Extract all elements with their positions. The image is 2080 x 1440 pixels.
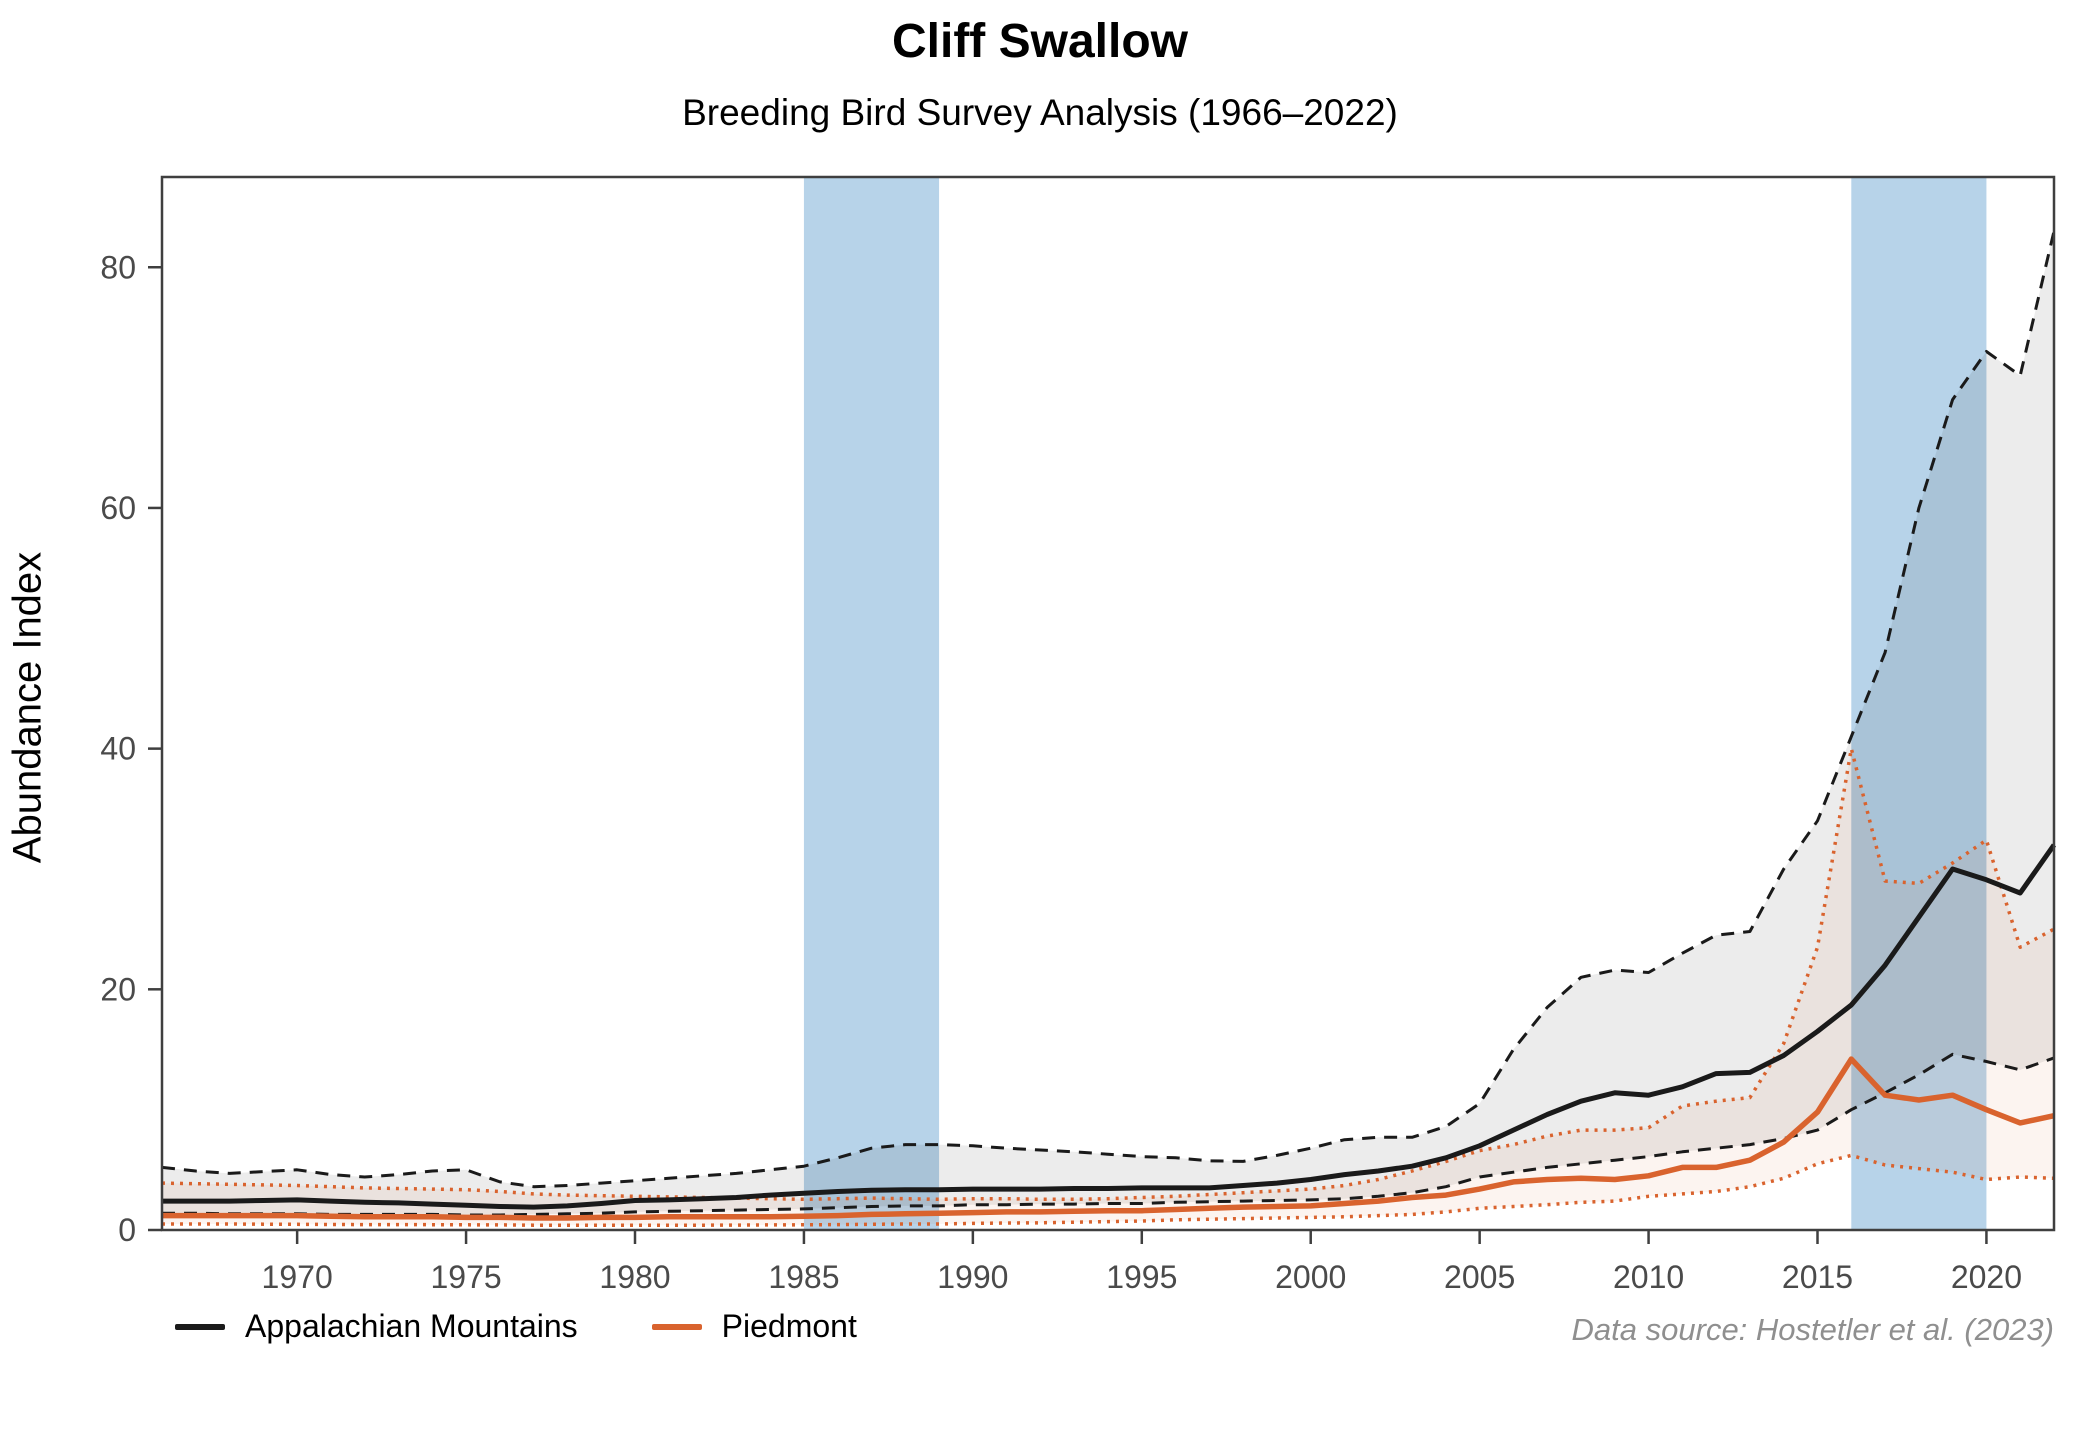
data-source-caption: Data source: Hostetler et al. (2023)	[1571, 1312, 2054, 1347]
chart-subtitle: Breeding Bird Survey Analysis (1966–2022…	[682, 92, 1398, 133]
x-tick-label: 1995	[1106, 1259, 1177, 1295]
appalachian-mountains-line	[162, 843, 2057, 1210]
y-tick-label: 80	[100, 249, 136, 285]
legend-item-appalachian: Appalachian Mountains	[175, 1308, 578, 1345]
highlight-band-1985-1989	[803, 177, 940, 1230]
x-tick-label: 2000	[1275, 1259, 1346, 1295]
piedmont-line-swatch	[651, 1323, 702, 1330]
appalachian-mountains-ci-upper-line	[161, 230, 2056, 1189]
piedmont-ci-upper-line	[161, 746, 2055, 1202]
x-tick-label: 2020	[1951, 1259, 2022, 1295]
plot-frame	[160, 175, 2056, 1232]
legend-label-piedmont: Piedmont	[721, 1308, 857, 1344]
piedmont-line	[162, 1056, 2055, 1221]
y-tick-label: 0	[118, 1212, 136, 1248]
x-tick-label: 2005	[1444, 1259, 1515, 1295]
x-tick-label: 1975	[430, 1259, 501, 1295]
x-tick-label: 2015	[1782, 1259, 1853, 1295]
x-tick-label: 1985	[768, 1259, 839, 1295]
y-tick-label: 60	[100, 490, 136, 526]
x-tick-label: 1970	[262, 1259, 333, 1295]
x-tick-label: 2010	[1613, 1259, 1684, 1295]
legend-item-piedmont: Piedmont	[651, 1308, 857, 1345]
x-tick-label: 1980	[599, 1259, 670, 1295]
y-tick-label: 20	[100, 971, 136, 1007]
legend: Appalachian Mountains Piedmont	[175, 1308, 857, 1345]
legend-label-appalachian: Appalachian Mountains	[245, 1308, 578, 1344]
appalachian-line-swatch	[175, 1323, 225, 1330]
chart-title: Cliff Swallow	[891, 15, 1188, 68]
piedmont-ci-lower-line	[162, 1153, 2055, 1227]
y-tick-label: 40	[100, 731, 136, 767]
highlight-band-2016-2020	[1851, 177, 1987, 1230]
x-tick-label: 1990	[937, 1259, 1008, 1295]
